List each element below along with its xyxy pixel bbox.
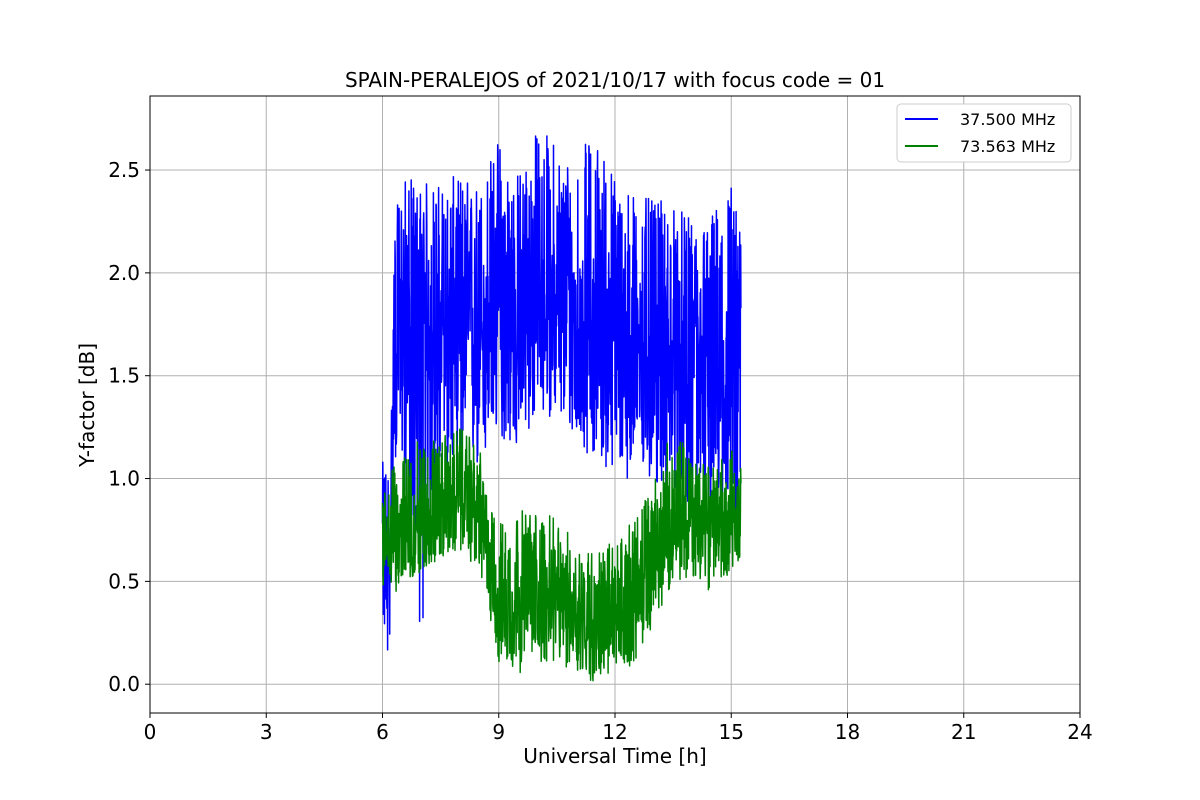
x-axis-label: Universal Time [h]	[523, 744, 706, 768]
x-tick-label: 12	[602, 720, 627, 744]
plot-area	[381, 135, 742, 682]
legend-box	[896, 103, 1072, 163]
y-tick-label: 0.0	[108, 672, 140, 696]
x-tick-label: 3	[260, 720, 273, 744]
x-tick-label: 9	[492, 720, 505, 744]
y-axis-label: Y-factor [dB]	[75, 343, 99, 468]
y-tick-label: 0.5	[108, 569, 140, 593]
x-tick-label: 15	[719, 720, 744, 744]
axis-ticks: 0 3 6 9 12 15 18 21 24 0.0 0.5 1.0 1.5 2.0 2.5	[108, 158, 1093, 744]
y-tick-label: 1.0	[108, 467, 140, 491]
legend: 37.500 MHz 73.563 MHz	[896, 103, 1072, 163]
series-line-73563mhz	[381, 428, 742, 682]
legend-label-73563: 73.563 MHz	[960, 137, 1055, 156]
chart-title: SPAIN-PERALEJOS of 2021/10/17 with focus…	[345, 68, 885, 92]
legend-label-37500: 37.500 MHz	[960, 110, 1055, 129]
series-line-37500mhz	[381, 135, 742, 651]
x-tick-label: 6	[376, 720, 389, 744]
y-tick-label: 1.5	[108, 364, 140, 388]
x-tick-label: 0	[144, 720, 157, 744]
x-tick-label: 18	[835, 720, 860, 744]
y-tick-label: 2.5	[108, 158, 140, 182]
x-tick-label: 21	[951, 720, 976, 744]
x-tick-label: 24	[1067, 720, 1092, 744]
y-tick-label: 2.0	[108, 261, 140, 285]
